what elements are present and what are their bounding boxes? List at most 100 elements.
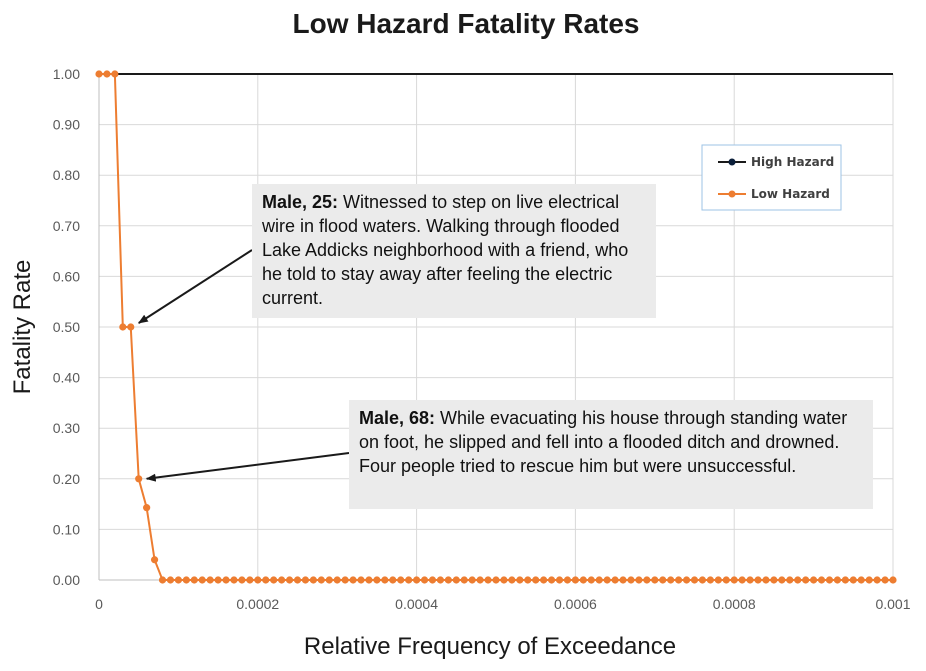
low-hazard-point [508, 576, 516, 584]
y-tick-label: 0.10 [53, 521, 80, 537]
x-tick-label: 0.0004 [395, 596, 438, 612]
low-hazard-point [262, 576, 270, 584]
low-hazard-point [794, 576, 802, 584]
low-hazard-point [778, 576, 786, 584]
low-hazard-point [841, 576, 849, 584]
annotation-arrows [137, 249, 350, 482]
legend-marker-low-hazard [728, 190, 736, 198]
low-hazard-point [230, 576, 238, 584]
low-hazard-point [722, 576, 730, 584]
y-tick-label: 0.00 [53, 572, 80, 588]
legend-label-low-hazard: Low Hazard [751, 187, 830, 201]
low-hazard-point [524, 576, 532, 584]
y-tick-label: 1.00 [53, 66, 80, 82]
low-hazard-point [182, 576, 190, 584]
low-hazard-point [285, 576, 294, 584]
legend-box [701, 144, 842, 211]
low-hazard-point [405, 576, 413, 584]
y-tick-label: 0.50 [53, 319, 80, 335]
low-hazard-point [357, 576, 365, 584]
low-hazard-point [492, 576, 500, 584]
low-hazard-point [603, 576, 611, 584]
low-hazard-point [587, 576, 595, 584]
x-axis-ticks: 0 0.0002 0.0004 0.0006 0.0008 0.001 [95, 596, 911, 612]
low-hazard-point [428, 576, 437, 584]
low-hazard-point [635, 576, 643, 584]
low-hazard-point [325, 576, 333, 584]
low-hazard-point [627, 576, 635, 584]
low-hazard-point [730, 576, 738, 584]
low-hazard-point [690, 576, 699, 584]
low-hazard-point [373, 576, 381, 584]
low-hazard-point [95, 70, 103, 78]
low-hazard-point [333, 576, 341, 584]
x-tick-label: 0.0006 [554, 596, 597, 612]
x-tick-label: 0.001 [875, 596, 910, 612]
low-hazard-point [119, 323, 127, 331]
annotation-male-25-heading: Male, 25: [262, 192, 339, 212]
x-tick-label: 0.0002 [236, 596, 279, 612]
low-hazard-point [413, 576, 421, 584]
low-hazard-point [381, 576, 389, 584]
low-hazard-point [389, 576, 397, 584]
low-hazard-point [682, 576, 691, 584]
annotation-arrow [145, 452, 350, 482]
low-hazard-point [206, 576, 214, 584]
low-hazard-point [571, 576, 580, 584]
y-tick-label: 0.80 [53, 167, 80, 183]
y-axis-ticks: 0.00 0.10 0.20 0.30 0.40 0.50 0.60 0.70 0.80 0.90… [53, 66, 80, 588]
low-hazard-point [278, 576, 286, 584]
y-tick-label: 0.30 [53, 420, 80, 436]
low-hazard-point [555, 576, 564, 584]
low-hazard-point [810, 576, 818, 584]
low-hazard-point [309, 576, 317, 584]
low-hazard-point [174, 576, 182, 584]
y-tick-label: 0.60 [53, 268, 80, 284]
low-hazard-point [341, 576, 349, 584]
y-tick-label: 0.20 [53, 471, 80, 487]
low-hazard-point [301, 576, 310, 584]
low-hazard-point [500, 576, 508, 584]
low-hazard-point [833, 576, 842, 584]
chart-title: Low Hazard Fatality Rates [293, 8, 640, 39]
legend-marker-high-hazard [728, 158, 736, 166]
low-hazard-point [786, 576, 794, 584]
legend: High Hazard Low Hazard [701, 144, 842, 211]
low-hazard-point [825, 576, 834, 584]
low-hazard-point [397, 576, 405, 584]
low-hazard-point [143, 504, 151, 512]
low-hazard-point [873, 576, 881, 584]
annotation-male-68: Male, 68: While evacuating his house thr… [349, 400, 873, 509]
low-hazard-point [563, 576, 572, 584]
low-hazard-point [484, 576, 492, 584]
low-hazard-point [127, 323, 135, 331]
low-hazard-point [881, 576, 889, 584]
low-hazard-point [643, 576, 651, 584]
low-hazard-point [738, 576, 746, 584]
low-hazard-point [420, 576, 429, 584]
low-hazard-point [190, 576, 198, 584]
low-hazard-point [651, 576, 659, 584]
low-hazard-point [595, 576, 603, 584]
low-hazard-point [770, 576, 778, 584]
y-tick-label: 0.70 [53, 218, 80, 234]
low-hazard-point [452, 576, 460, 584]
low-hazard-point [166, 576, 175, 584]
low-hazard-point [111, 70, 119, 78]
low-hazard-point [802, 576, 810, 584]
low-hazard-point [516, 576, 524, 584]
series-group [95, 70, 897, 584]
low-hazard-point [547, 576, 556, 584]
low-hazard-point [865, 576, 873, 584]
low-hazard-point [619, 576, 627, 584]
low-hazard-point [714, 576, 722, 584]
low-hazard-point [349, 576, 357, 584]
annotation-male-68-text: While evacuating his house through stand… [359, 408, 848, 476]
annotation-arrow [137, 249, 253, 324]
y-axis-label: Fatality Rate [9, 260, 36, 395]
low-hazard-point [762, 576, 770, 584]
legend-label-high-hazard: High Hazard [751, 155, 834, 169]
x-tick-label: 0.0008 [713, 596, 756, 612]
low-hazard-point [254, 576, 262, 584]
low-hazard-point [468, 576, 476, 584]
